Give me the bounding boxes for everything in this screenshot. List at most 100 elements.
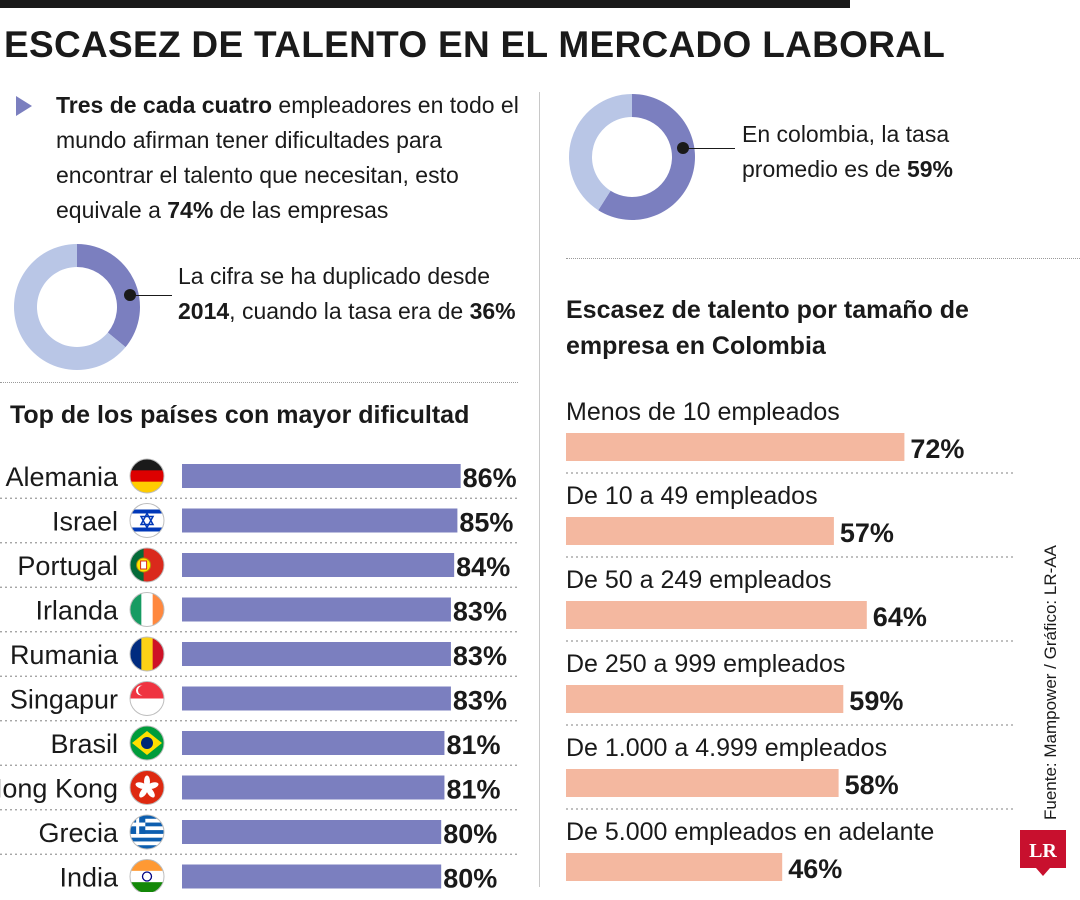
company-size-row: De 50 a 249 empleados 64% (566, 566, 1016, 642)
page-title: ESCASEZ DE TALENTO EN EL MERCADO LABORAL (4, 24, 946, 65)
donut-colombia-slice-0 (598, 94, 695, 220)
column-divider (539, 92, 540, 887)
company-size-row: De 1.000 a 4.999 empleados 58% (566, 734, 1016, 810)
company-size-value-label: 58% (845, 770, 899, 800)
lr-logo: LR (1020, 830, 1066, 876)
company-size-row: Menos de 10 empleados 72% (566, 398, 1016, 474)
hong-kong-flag-icon (129, 770, 165, 805)
connector-line (130, 295, 172, 296)
company-size-value-label: 59% (849, 686, 903, 716)
note-2014-text-b: , cuando la tasa era de (229, 298, 470, 324)
note-colombia-text-a: En colombia, la tasa promedio es de (742, 121, 950, 182)
right-section-separator (566, 258, 1080, 259)
country-bar (182, 508, 458, 533)
country-row: Singapur 83% (0, 681, 520, 722)
country-value-label: 83% (453, 641, 507, 671)
note-colombia-value: 59% (906, 156, 953, 182)
country-value-label: 84% (456, 552, 510, 582)
intro-text-a: empleadores en todo el mundo afirman ten… (56, 92, 519, 223)
country-row: Israel 85% (0, 503, 520, 544)
country-bar (182, 642, 451, 666)
country-value-label: 85% (459, 508, 513, 538)
company-size-label: De 250 a 999 empleados (566, 650, 845, 678)
company-size-bar-chart: Menos de 10 empleados 72% De 10 a 49 emple… (566, 398, 1016, 884)
country-bar (182, 553, 455, 577)
ireland-flag-icon (129, 592, 165, 627)
company-size-bar (566, 601, 867, 629)
country-bar (182, 464, 461, 488)
greece-flag-icon (129, 814, 165, 850)
country-label: India (59, 863, 119, 893)
company-size-bar (566, 769, 839, 797)
country-row: Hong Kong 81% (0, 770, 520, 811)
country-label: Irlanda (35, 596, 119, 626)
portugal-flag-icon (129, 547, 165, 583)
company-size-label: De 1.000 a 4.999 empleados (566, 734, 887, 762)
country-bar (182, 686, 451, 711)
country-row: Irlanda 83% (0, 592, 520, 633)
country-label: Hong Kong (0, 774, 118, 804)
country-row: Grecia 80% (0, 814, 520, 855)
country-label: Grecia (38, 818, 119, 848)
country-label: Portugal (17, 551, 118, 581)
note-colombia: En colombia, la tasa promedio es de 59% (742, 117, 992, 187)
country-value-label: 83% (453, 597, 507, 627)
source-credit: Fuente: Mampower / Gráfico: LR-AA (1041, 545, 1060, 820)
country-row: Alemania 86% (0, 458, 520, 499)
country-value-label: 81% (446, 775, 500, 805)
country-value-label: 80% (443, 819, 497, 849)
company-size-label: De 50 a 249 empleados (566, 566, 831, 594)
country-value-label: 80% (443, 864, 497, 893)
company-size-value-label: 46% (788, 854, 842, 884)
intro-bold-lead: Tres de cada cuatro (56, 92, 273, 118)
country-row: Brasil 81% (0, 725, 520, 766)
countries-bar-chart: Alemania 86% Israel 85% Portugal 84% Irlanda 83… (0, 458, 520, 894)
country-label: Rumania (10, 640, 119, 670)
israel-flag-icon (129, 503, 165, 538)
donut-chart-2014 (14, 244, 141, 370)
intro-bold-value: 74% (167, 197, 214, 223)
left-section-separator (0, 382, 518, 383)
donut-colombia-slice-1 (569, 94, 632, 211)
country-bar (182, 731, 445, 755)
company-size-value-label: 57% (840, 518, 894, 548)
company-size-bar (566, 853, 783, 881)
romania-flag-icon (129, 636, 165, 672)
top-rule (0, 0, 850, 8)
country-bar (182, 775, 445, 800)
company-size-row: De 5.000 empleados en adelante 46% (566, 818, 934, 884)
company-size-value-label: 72% (910, 434, 964, 464)
india-flag-icon (129, 859, 165, 894)
germany-flag-icon (129, 458, 165, 494)
company-size-chart-title: Escasez de talento por tamaño de empresa… (566, 296, 969, 360)
country-label: Singapur (10, 685, 118, 715)
singapore-flag-icon (129, 681, 165, 716)
country-value-label: 81% (446, 730, 500, 760)
note-2014-text-a: La cifra se ha duplicado desde (178, 263, 490, 289)
country-value-label: 83% (453, 686, 507, 716)
company-size-value-label: 64% (873, 602, 927, 632)
lr-logo-text: LR (1029, 840, 1057, 862)
brazil-flag-icon (129, 725, 165, 761)
country-label: Brasil (50, 729, 118, 759)
intro-text-b: de las empresas (213, 197, 389, 223)
note-2014-value: 36% (469, 298, 516, 324)
intro-text: Tres de cada cuatro empleadores en todo … (56, 88, 526, 228)
donut-2014-slice-0 (77, 244, 141, 348)
note-2014: La cifra se ha duplicado desde 2014, cua… (178, 259, 528, 329)
company-size-bar (566, 517, 834, 545)
country-value-label: 86% (463, 463, 517, 493)
donut-2014-slice-1 (14, 244, 126, 370)
company-size-bar (566, 685, 844, 713)
bullet-triangle-icon (16, 96, 32, 116)
country-row: Portugal 84% (0, 547, 520, 588)
country-bar (182, 597, 451, 622)
connector-line (683, 148, 735, 149)
note-2014-year: 2014 (178, 298, 230, 324)
country-row: India 80% (59, 859, 497, 894)
donut-chart-colombia (569, 94, 695, 220)
company-size-label: De 5.000 empleados en adelante (566, 818, 934, 846)
country-label: Alemania (5, 462, 119, 492)
country-bar (182, 864, 442, 889)
